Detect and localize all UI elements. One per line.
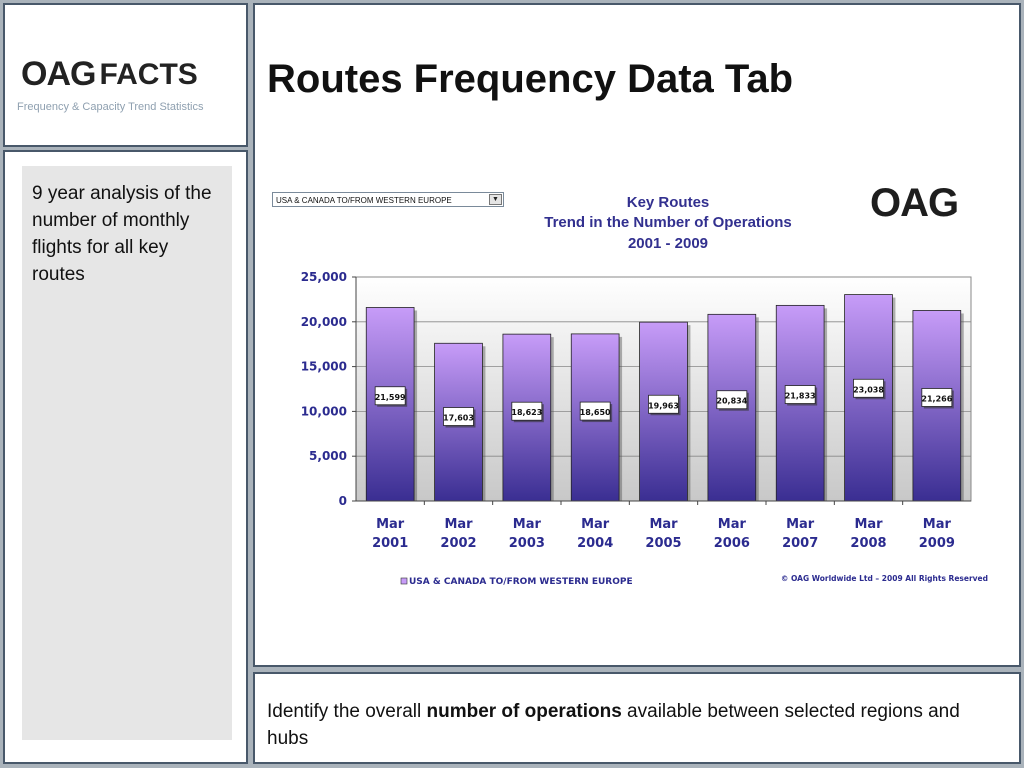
side-note: 9 year analysis of the number of monthly… — [32, 183, 212, 285]
x-tick-label-month: Mar — [376, 517, 405, 532]
main-panel: Routes Frequency Data Tab USA & CANADA T… — [253, 3, 1021, 667]
logo-tagline: Frequency & Capacity Trend Statistics — [17, 101, 204, 113]
data-label-box — [374, 386, 406, 406]
oag-facts-logo: OAG FACTS — [21, 57, 198, 91]
data-label: 21,599 — [375, 393, 406, 402]
x-tick-label-year: 2004 — [577, 536, 613, 551]
x-tick-label-month: Mar — [718, 517, 747, 532]
x-tick-label-year: 2006 — [714, 536, 750, 551]
footer-text-after: available between selected regions and h… — [267, 701, 960, 749]
footer-note: Identify the overall number of operation… — [267, 698, 997, 752]
y-tick-label: 5,000 — [309, 449, 347, 463]
data-label: 23,038 — [853, 385, 884, 394]
oag-logo-text: OAG — [21, 55, 96, 93]
x-tick-label-month: Mar — [513, 517, 542, 532]
data-label-box — [648, 394, 679, 414]
data-label-box — [716, 390, 748, 410]
legend-label: USA & CANADA TO/FROM WESTERN EUROPE — [409, 577, 633, 587]
data-label-box — [921, 388, 953, 407]
x-tick-label-year: 2009 — [919, 536, 955, 551]
x-tick-label-year: 2001 — [372, 536, 408, 551]
x-tick-label-year: 2005 — [645, 536, 681, 551]
data-label: 17,603 — [443, 414, 474, 423]
route-select-value: USA & CANADA TO/FROM WESTERN EUROPE — [276, 196, 452, 205]
side-note-box: 9 year analysis of the number of monthly… — [22, 166, 232, 740]
x-tick-label-year: 2002 — [440, 536, 476, 551]
data-label: 21,833 — [785, 392, 816, 401]
data-label: 19,963 — [648, 401, 679, 410]
y-tick-label: 25,000 — [301, 270, 347, 284]
oag-chart-logo: OAG — [870, 181, 959, 225]
page-title: Routes Frequency Data Tab — [267, 57, 794, 101]
y-tick-label: 0 — [339, 494, 347, 508]
data-label-box — [853, 378, 884, 398]
chevron-down-icon[interactable]: ▼ — [489, 194, 502, 205]
footer-panel: Identify the overall number of operation… — [253, 672, 1021, 764]
chart-title-line-2: Trend in the Number of Operations — [544, 214, 792, 231]
y-tick-label: 15,000 — [301, 360, 347, 374]
x-tick-label-month: Mar — [854, 517, 883, 532]
x-tick-label-month: Mar — [444, 517, 473, 532]
data-label: 20,834 — [716, 397, 747, 406]
y-tick-label: 10,000 — [301, 404, 347, 418]
footer-text-bold: number of operations — [426, 701, 622, 722]
legend-swatch — [400, 577, 408, 585]
data-label-box — [443, 407, 474, 426]
facts-logo-text: FACTS — [99, 58, 198, 91]
data-label-box — [511, 401, 543, 421]
y-tick-label: 20,000 — [301, 315, 347, 329]
data-label-box — [784, 385, 816, 404]
chart-title-line-1: Key Routes — [626, 194, 710, 211]
side-panel: 9 year analysis of the number of monthly… — [3, 150, 248, 764]
data-label: 21,266 — [921, 394, 952, 403]
data-label-box — [579, 401, 611, 421]
chart-area: USA & CANADA TO/FROM WESTERN EUROPE ▼ Ke… — [268, 175, 1008, 605]
footer-text-before: Identify the overall — [267, 701, 427, 722]
x-tick-label-year: 2003 — [509, 536, 545, 551]
data-label: 18,623 — [511, 408, 542, 417]
route-select[interactable]: USA & CANADA TO/FROM WESTERN EUROPE ▼ — [272, 192, 504, 207]
x-tick-label-month: Mar — [923, 517, 952, 532]
logo-panel: OAG FACTS Frequency & Capacity Trend Sta… — [3, 3, 248, 147]
chart-title-line-3: 2001 - 2009 — [627, 235, 709, 252]
data-label: 18,650 — [580, 408, 611, 417]
copyright-text: © OAG Worldwide Ltd – 2009 All Rights Re… — [781, 574, 988, 583]
x-tick-label-month: Mar — [649, 517, 678, 532]
bar-chart: 0 5,000 10,000 15,000 20,000 25,000 Mar 2001 Mar… — [301, 270, 988, 587]
x-tick-label-year: 2007 — [782, 536, 818, 551]
x-tick-label-year: 2008 — [850, 536, 886, 551]
x-tick-label-month: Mar — [786, 517, 815, 532]
x-tick-label-month: Mar — [581, 517, 610, 532]
